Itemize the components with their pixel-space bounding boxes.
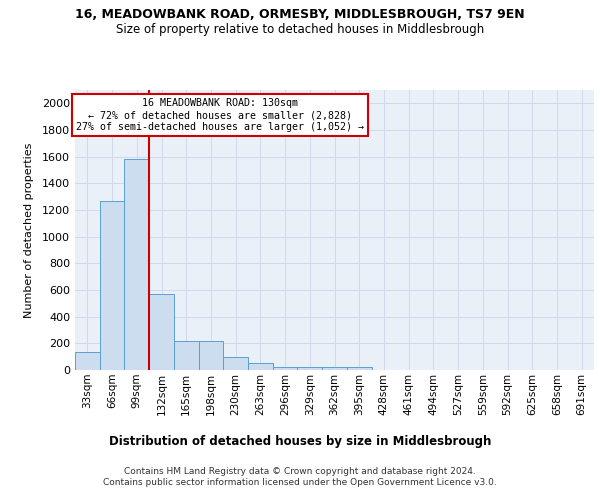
Text: Contains HM Land Registry data © Crown copyright and database right 2024.
Contai: Contains HM Land Registry data © Crown c… — [103, 468, 497, 487]
Bar — [298, 368, 322, 370]
Bar — [199, 342, 223, 370]
Text: Size of property relative to detached houses in Middlesbrough: Size of property relative to detached ho… — [116, 22, 484, 36]
Bar — [174, 342, 199, 370]
Text: Distribution of detached houses by size in Middlesbrough: Distribution of detached houses by size … — [109, 435, 491, 448]
Bar — [223, 356, 248, 370]
Bar — [273, 366, 298, 370]
Bar — [100, 200, 124, 370]
Bar — [248, 364, 273, 370]
Y-axis label: Number of detached properties: Number of detached properties — [23, 142, 34, 318]
Bar — [124, 160, 149, 370]
Bar — [322, 368, 347, 370]
Bar — [347, 368, 371, 370]
Bar — [75, 352, 100, 370]
Bar — [149, 294, 174, 370]
Text: 16 MEADOWBANK ROAD: 130sqm
← 72% of detached houses are smaller (2,828)
27% of s: 16 MEADOWBANK ROAD: 130sqm ← 72% of deta… — [76, 98, 364, 132]
Text: 16, MEADOWBANK ROAD, ORMESBY, MIDDLESBROUGH, TS7 9EN: 16, MEADOWBANK ROAD, ORMESBY, MIDDLESBRO… — [75, 8, 525, 20]
